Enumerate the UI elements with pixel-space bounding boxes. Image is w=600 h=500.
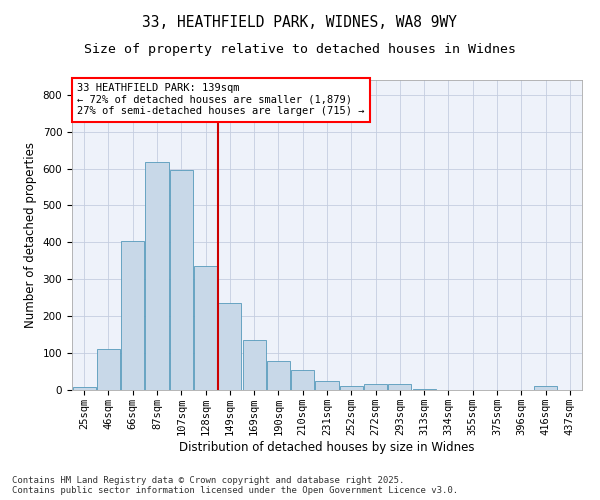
Bar: [267, 361, 290, 390]
Bar: [145, 162, 169, 390]
Bar: [534, 386, 557, 390]
Bar: [194, 266, 217, 390]
Text: Size of property relative to detached houses in Widnes: Size of property relative to detached ho…: [84, 42, 516, 56]
Bar: [413, 389, 436, 390]
Bar: [340, 386, 363, 390]
Bar: [121, 240, 144, 390]
Bar: [218, 302, 241, 390]
Y-axis label: Number of detached properties: Number of detached properties: [24, 142, 37, 328]
Bar: [242, 340, 266, 390]
Bar: [97, 350, 120, 390]
Bar: [170, 170, 193, 390]
Bar: [364, 384, 387, 390]
Bar: [291, 370, 314, 390]
Text: 33, HEATHFIELD PARK, WIDNES, WA8 9WY: 33, HEATHFIELD PARK, WIDNES, WA8 9WY: [143, 15, 458, 30]
X-axis label: Distribution of detached houses by size in Widnes: Distribution of detached houses by size …: [179, 440, 475, 454]
Text: Contains HM Land Registry data © Crown copyright and database right 2025.
Contai: Contains HM Land Registry data © Crown c…: [12, 476, 458, 495]
Text: 33 HEATHFIELD PARK: 139sqm
← 72% of detached houses are smaller (1,879)
27% of s: 33 HEATHFIELD PARK: 139sqm ← 72% of deta…: [77, 83, 365, 116]
Bar: [73, 387, 95, 390]
Bar: [316, 381, 338, 390]
Bar: [388, 384, 412, 390]
